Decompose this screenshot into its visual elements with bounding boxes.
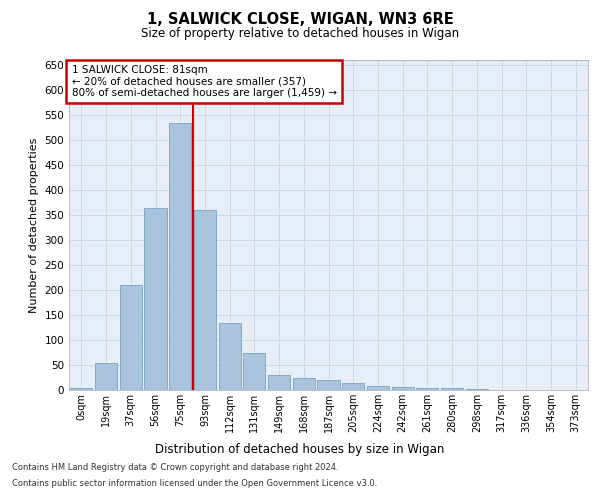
Text: 1 SALWICK CLOSE: 81sqm
← 20% of detached houses are smaller (357)
80% of semi-de: 1 SALWICK CLOSE: 81sqm ← 20% of detached… xyxy=(71,65,337,98)
Y-axis label: Number of detached properties: Number of detached properties xyxy=(29,138,39,312)
Bar xyxy=(392,386,414,390)
Bar xyxy=(218,322,241,390)
Bar xyxy=(169,122,191,390)
Text: Contains public sector information licensed under the Open Government Licence v3: Contains public sector information licen… xyxy=(12,478,377,488)
Bar xyxy=(342,382,364,390)
Bar xyxy=(119,285,142,390)
Text: 1, SALWICK CLOSE, WIGAN, WN3 6RE: 1, SALWICK CLOSE, WIGAN, WN3 6RE xyxy=(146,12,454,28)
Text: Distribution of detached houses by size in Wigan: Distribution of detached houses by size … xyxy=(155,442,445,456)
Bar xyxy=(441,388,463,390)
Bar xyxy=(95,362,117,390)
Text: Contains HM Land Registry data © Crown copyright and database right 2024.: Contains HM Land Registry data © Crown c… xyxy=(12,464,338,472)
Bar xyxy=(268,375,290,390)
Text: Size of property relative to detached houses in Wigan: Size of property relative to detached ho… xyxy=(141,28,459,40)
Bar xyxy=(416,388,439,390)
Bar xyxy=(70,388,92,390)
Bar xyxy=(367,386,389,390)
Bar xyxy=(317,380,340,390)
Bar xyxy=(293,378,315,390)
Bar xyxy=(243,352,265,390)
Bar xyxy=(145,208,167,390)
Bar xyxy=(194,210,216,390)
Bar xyxy=(466,389,488,390)
